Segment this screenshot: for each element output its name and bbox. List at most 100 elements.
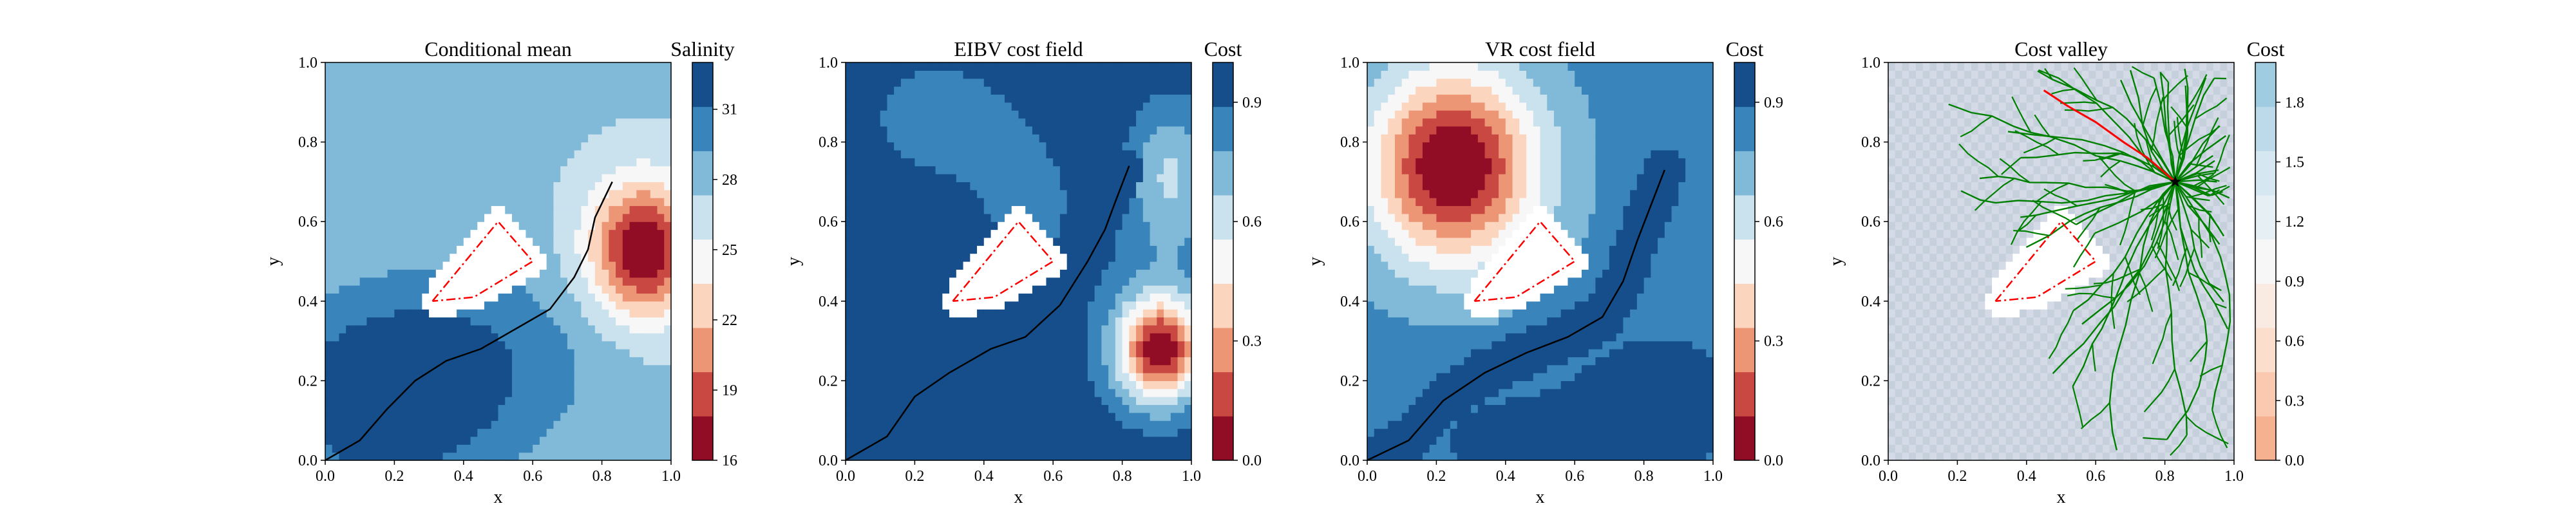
obstacle-outline: [952, 220, 1055, 303]
tree-branch: [2157, 194, 2164, 249]
y-tick-label: 1.0: [819, 55, 838, 71]
x-axis-label: x: [1014, 487, 1023, 507]
tree-branch: [2164, 182, 2188, 435]
tree-branch: [2174, 68, 2189, 182]
tree-branch: [2174, 181, 2225, 237]
colorbar-band: [1734, 239, 1755, 284]
axes-frame: [325, 62, 672, 461]
y-tick-label: 0.8: [819, 135, 838, 151]
marker-star: [2169, 175, 2182, 187]
tree-branch: [1979, 175, 2176, 192]
colorbar-band: [692, 106, 713, 151]
tree-branch: [2014, 130, 2060, 156]
tree-branch: [2131, 66, 2155, 79]
y-tick-label: 1.0: [298, 55, 317, 71]
tree-branch: [2175, 181, 2211, 196]
tree-branch: [2023, 136, 2058, 154]
tree-branch: [2011, 96, 2032, 133]
tree-branch: [2170, 435, 2188, 456]
colorbar-tick-label: 28: [722, 172, 737, 189]
colorbar-title: Cost: [2247, 37, 2285, 61]
colorbar-tick-label: 0.3: [1764, 333, 1783, 350]
colorbar-band: [2255, 195, 2276, 240]
colorbar-tick-label: 0.0: [1764, 453, 1783, 469]
tree-branch: [2076, 181, 2175, 225]
y-tick-label: 0.4: [298, 294, 317, 310]
colorbar-frame: [1212, 62, 1234, 461]
tree-branch: [2174, 125, 2221, 183]
tree-branch: [2186, 196, 2210, 201]
tree-branch: [2153, 77, 2176, 182]
tree-branch: [2143, 368, 2175, 413]
colorbar-frame: [1734, 62, 1756, 461]
tree-branch: [2186, 416, 2229, 445]
tree-branch: [2175, 172, 2215, 183]
tree-branch: [2175, 160, 2215, 183]
colorbar-tick-label: 1.2: [2285, 214, 2304, 230]
tree-branch: [2124, 256, 2141, 295]
tree-branch: [2199, 364, 2223, 377]
x-tick-label: 0.0: [1879, 468, 1898, 485]
tree-branch: [2093, 268, 2141, 285]
tree-branch: [2094, 181, 2176, 234]
colorbar-band: [1213, 239, 1233, 284]
tree-branch: [2192, 173, 2215, 188]
colorbar-band: [2255, 151, 2276, 196]
path-line: [845, 165, 1130, 462]
colorbar-frame: [2255, 62, 2277, 461]
obstacle-outline: [1994, 220, 2098, 303]
tree-branch: [2140, 203, 2164, 211]
x-tick-label: 0.0: [1358, 468, 1377, 485]
tree-branch: [1948, 103, 2176, 183]
colorbar-band: [1213, 416, 1233, 461]
path-line: [2043, 89, 2176, 183]
colorbar-band: [1734, 328, 1755, 373]
y-tick-label: 0.0: [298, 453, 317, 469]
tree-branch: [2072, 181, 2176, 312]
tree-branch: [2076, 207, 2101, 241]
panel-1: 0.0 0.2 0.4 0.6 0.8 1.0 0.0 0.2 0.4 0.6 0.8 1.0 Cond…: [263, 37, 737, 507]
tree-branch: [2188, 163, 2213, 168]
colorbar-tick-label: 0.0: [2285, 453, 2304, 469]
tree-branch: [2052, 182, 2176, 375]
colorbar-tick-label: 0.9: [1242, 95, 1262, 111]
tree-branch: [2100, 160, 2121, 178]
colorbar-band: [2255, 106, 2276, 151]
axes-frame: [1888, 62, 2235, 461]
tree-branch: [2209, 283, 2221, 291]
colorbar-tick-label: 16: [722, 453, 737, 469]
x-tick-label: 0.0: [316, 468, 335, 485]
tree-branch: [2159, 71, 2169, 83]
tree-branch: [1958, 143, 1999, 177]
colorbar-tick-label: 22: [722, 312, 737, 329]
x-tick-label: 0.2: [905, 468, 924, 485]
colorbar-band: [692, 283, 713, 328]
tree-branch: [2154, 209, 2179, 259]
x-tick-label: 0.8: [2155, 468, 2175, 485]
tree-branch: [2072, 181, 2176, 387]
x-tick-label: 0.8: [592, 468, 612, 485]
tree-branch: [2156, 241, 2181, 292]
tree-branch: [2091, 343, 2096, 372]
tree-branch: [2159, 75, 2188, 104]
tree-branch: [2191, 185, 2227, 198]
x-tick-label: 0.2: [1426, 468, 1446, 485]
panel-title: VR cost field: [1485, 37, 1595, 61]
heatmap-cells: [325, 62, 672, 461]
tree-branch: [2060, 101, 2097, 104]
tree-branch: [2064, 106, 2113, 112]
x-tick-label: 0.8: [1113, 468, 1132, 485]
colorbar-tick-label: 0.3: [1242, 333, 1262, 350]
y-axis-label: y: [1305, 257, 1325, 266]
tree-branch: [2108, 181, 2176, 451]
tree-branch: [2197, 167, 2231, 187]
colorbar-band: [2255, 239, 2276, 284]
colorbar-tick-label: 19: [722, 382, 737, 399]
tree-branch: [2168, 104, 2195, 136]
colorbar-tick-label: 0.6: [2285, 333, 2304, 350]
y-axis-label: y: [784, 257, 804, 266]
tree-branch: [2034, 114, 2050, 137]
colorbar-band: [1213, 62, 1233, 108]
colorbar-tick-label: 1.8: [2285, 95, 2304, 111]
heatmap-cells: [846, 62, 1192, 461]
